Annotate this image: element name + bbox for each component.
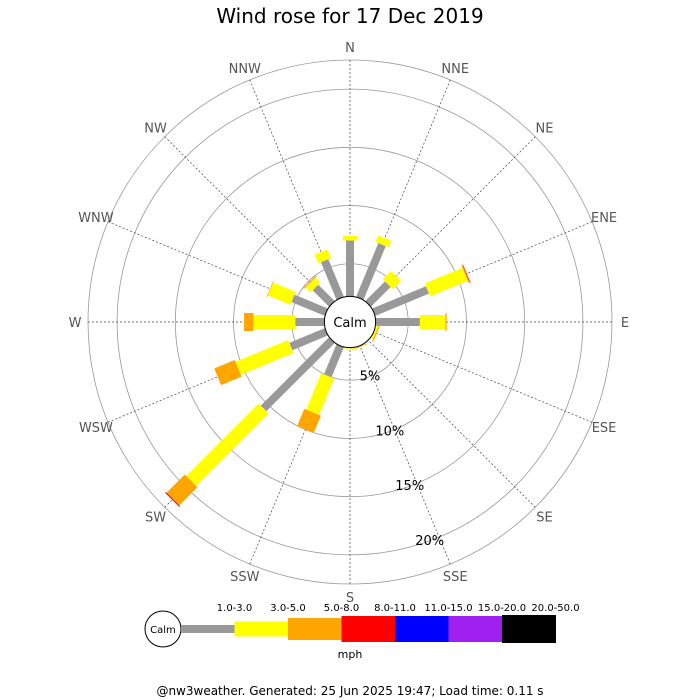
ring-label-5: 5% (360, 370, 381, 385)
bar-ne-bin-1 (365, 281, 391, 307)
bar-ssw-bin-3 (297, 408, 321, 434)
spoke-ese (349, 321, 593, 423)
bar-wnw-bin-1 (291, 294, 328, 316)
bar-ssw-bin-1 (324, 344, 344, 378)
direction-label-ese: ESE (592, 421, 617, 436)
legend-swatch-3 (288, 618, 342, 640)
spoke-se (349, 321, 536, 508)
bar-nw-bin-2 (305, 277, 321, 293)
bar-ene-bin-2 (424, 267, 468, 297)
bar-nne-bin-2 (375, 235, 392, 248)
legend-swatch-4 (341, 616, 396, 642)
spoke-sse (349, 321, 451, 565)
legend-bin-label-1: 1.0-3.0 (217, 603, 252, 614)
legend-bin-label-7: 20.0-50.0 (531, 603, 579, 614)
legend-swatch-2 (234, 621, 289, 637)
legend-calm-label: Calm (150, 625, 176, 636)
legend-bin-label-6: 15.0-20.0 (478, 603, 526, 614)
bar-sw-bin-3 (166, 474, 198, 506)
direction-label-n: N (345, 41, 355, 56)
direction-label-sse: SSE (443, 570, 468, 585)
bar-wsw-bin-1 (289, 328, 328, 351)
legend-swatch-6 (448, 616, 503, 642)
bar-sw-bin-4 (165, 491, 181, 507)
bar-nnw-bin-2 (314, 249, 332, 264)
bar-sw-bin-2 (186, 403, 269, 486)
footer-credit: @nw3weather. Generated: 25 Jun 2025 19:4… (156, 684, 544, 698)
bar-ene-bin-1 (372, 286, 429, 316)
calm-circle-shape (323, 295, 377, 349)
bar-nw-bin-1 (312, 284, 335, 307)
ring-percent-labels: 5% 10% 15% 20% (360, 370, 445, 549)
bar-wsw-bin-2 (235, 340, 294, 375)
direction-label-wnw: WNW (78, 211, 114, 226)
legend-swatch-7 (502, 615, 556, 643)
bar-wnw-bin-2 (267, 282, 296, 305)
legend-swatch-5 (395, 616, 449, 642)
bar-nnw-bin-1 (320, 259, 344, 300)
legend-bin-label-2: 3.0-5.0 (270, 603, 305, 614)
direction-label-sw: SW (145, 510, 166, 525)
ring-15 (174, 146, 526, 498)
direction-label-nw: NW (144, 122, 167, 137)
bar-nne-bin-1 (356, 243, 386, 300)
ring-label-10: 10% (375, 424, 404, 439)
bar-ssw-bin-2 (306, 373, 335, 416)
direction-labels: N NNE NE ENE E ESE SE SSE S SSW SW WSW W WNW NW NNW (69, 41, 630, 606)
ring-label-15: 15% (395, 479, 424, 494)
bar-nw-bin-3 (303, 275, 317, 289)
direction-label-ne: NE (535, 122, 553, 137)
direction-label-s: S (346, 591, 354, 606)
direction-label-e: E (621, 316, 629, 331)
direction-label-wsw: WSW (79, 421, 113, 436)
direction-label-ssw: SSW (230, 570, 260, 585)
bar-sw-bin-1 (260, 337, 335, 412)
legend-bin-label-4: 8.0-11.0 (374, 603, 416, 614)
legend-unit-label: mph (337, 648, 363, 661)
calm-label: Calm (333, 316, 366, 331)
calm-circle: Calm (323, 295, 377, 349)
legend-swatch-1 (181, 625, 235, 633)
direction-label-nne: NNE (441, 62, 469, 77)
legend-bin-label-3: 5.0-8.0 (324, 603, 359, 614)
bar-ne-bin-2 (382, 270, 402, 290)
speed-legend: Calm 1.0-3.0 3.0-5.0 5.0-8.0 8.0-11.0 11.0-15… (144, 603, 580, 648)
bar-wsw-bin-3 (214, 360, 242, 386)
legend-bin-label-5: 11.0-15.0 (424, 603, 472, 614)
direction-label-w: W (69, 316, 82, 331)
ring-label-20: 20% (415, 534, 444, 549)
direction-label-ene: ENE (591, 211, 617, 226)
direction-label-se: SE (536, 510, 552, 525)
bar-ese-bin-2 (371, 325, 379, 340)
chart-title: Wind rose for 17 Dec 2019 (216, 4, 484, 28)
direction-label-nnw: NNW (229, 62, 261, 77)
wind-bars (165, 235, 471, 507)
